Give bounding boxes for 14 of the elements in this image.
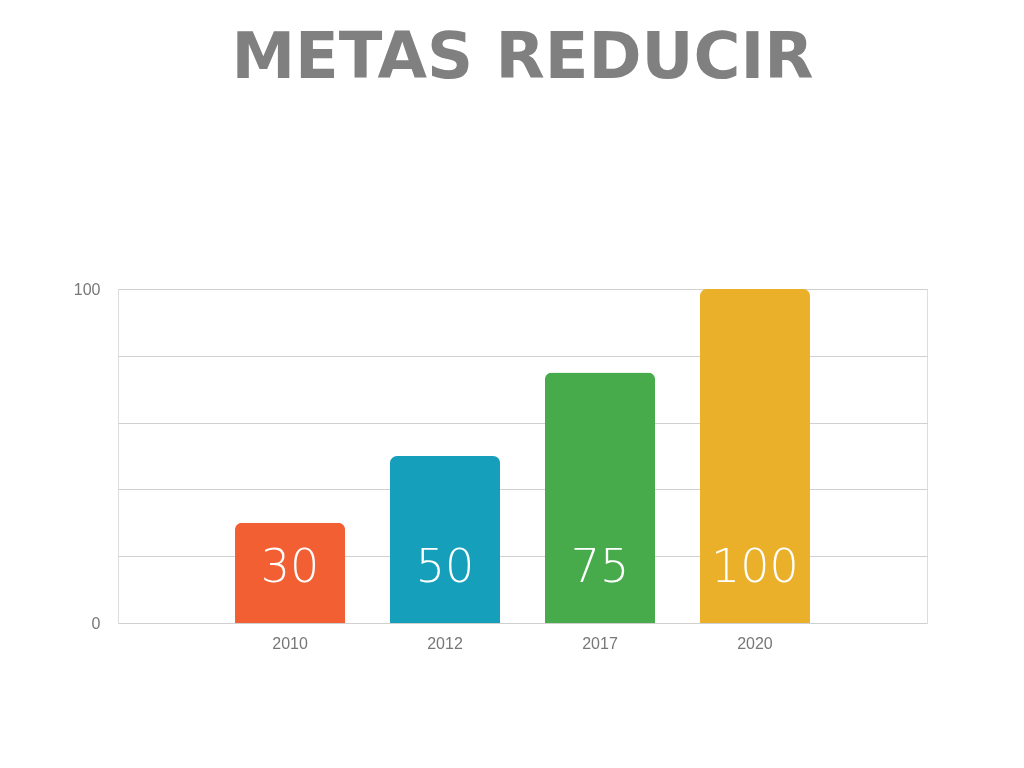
x-tick-label: 2020 bbox=[737, 634, 773, 652]
data-label: 100 bbox=[711, 539, 799, 593]
bar bbox=[699, 289, 810, 623]
bar bbox=[235, 522, 346, 623]
x-tick-label: 2012 bbox=[427, 634, 463, 652]
y-tick-label: 0 bbox=[91, 614, 101, 632]
chart-title: METAS REDUCIR bbox=[231, 19, 814, 93]
data-label: 30 bbox=[260, 539, 320, 593]
bar bbox=[389, 456, 501, 623]
x-tick-label: 2010 bbox=[272, 634, 308, 652]
x-tick-label: 2017 bbox=[582, 634, 618, 652]
bar bbox=[544, 372, 656, 623]
data-label: 50 bbox=[415, 539, 475, 593]
data-label: 75 bbox=[570, 539, 630, 593]
